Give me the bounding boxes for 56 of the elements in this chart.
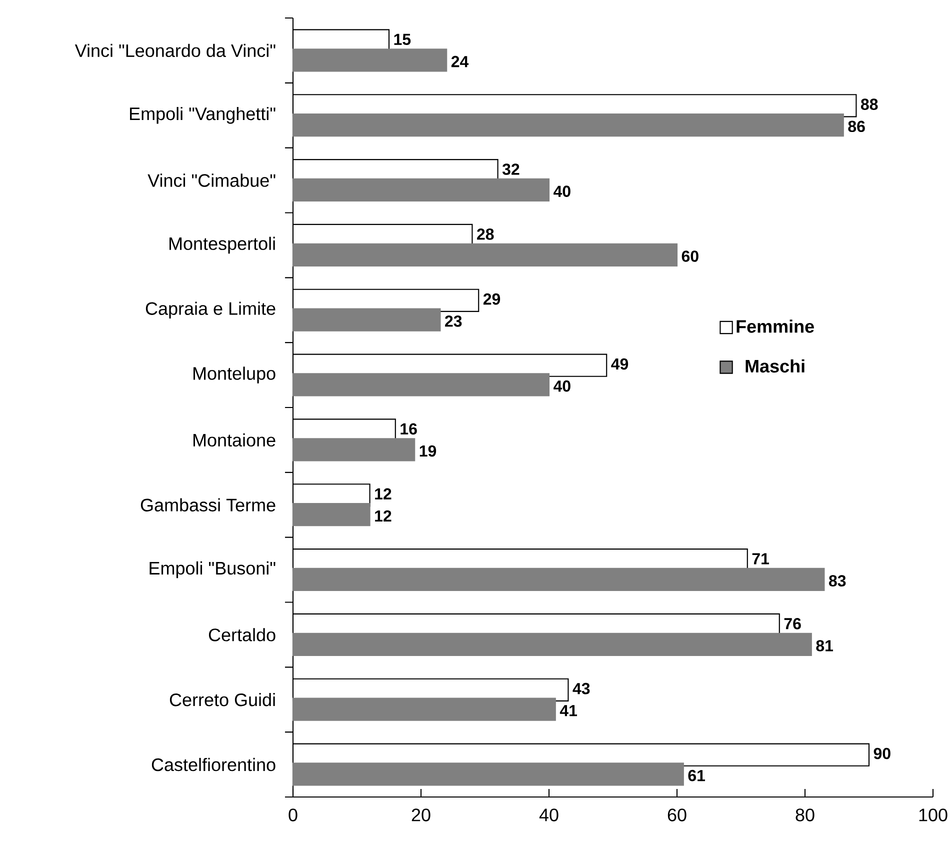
bar xyxy=(292,438,416,462)
bar xyxy=(292,632,812,656)
data-label: 12 xyxy=(375,510,392,522)
bar xyxy=(292,762,684,786)
x-tick-label: 60 xyxy=(668,808,686,822)
legend-label: Maschi xyxy=(746,359,804,373)
y-tick-label: Vinci "Leonardo da Vinci" xyxy=(74,44,276,58)
y-tick-label: Castelfiorentino xyxy=(152,758,276,772)
data-label: 40 xyxy=(554,380,570,392)
y-tick-label: Empoli "Vanghetti" xyxy=(130,106,276,124)
bar xyxy=(292,698,556,721)
y-tick-label: Gambassi Terme xyxy=(140,498,276,512)
bar xyxy=(292,503,370,526)
data-label: 86 xyxy=(848,120,865,132)
y-tick-label: Montespertoli xyxy=(170,236,275,254)
x-tick-label: 20 xyxy=(412,808,430,822)
data-label: 88 xyxy=(860,98,878,110)
data-label: 24 xyxy=(451,56,469,68)
y-tick-label: Montelupo xyxy=(194,366,276,384)
bar xyxy=(292,243,678,266)
data-label: 29 xyxy=(483,293,500,305)
data-label: 40 xyxy=(554,186,570,197)
y-tick-label: Montaione xyxy=(194,433,276,447)
data-label: 43 xyxy=(572,682,590,694)
y-tick-label: Capraia e Limite xyxy=(146,302,276,319)
legend-label: Femmine xyxy=(736,320,814,333)
data-label: 16 xyxy=(400,423,417,435)
bar xyxy=(292,568,825,592)
data-label: 19 xyxy=(420,445,436,457)
x-tick-label: 100 xyxy=(919,808,948,822)
y-tick-label: Vinci "Cimabue" xyxy=(148,174,276,187)
data-label: 60 xyxy=(682,250,698,262)
y-tick-label: Cerreto Guidi xyxy=(170,693,275,706)
data-label: 15 xyxy=(394,34,411,45)
data-label: 41 xyxy=(560,705,578,716)
y-tick-label: Empoli "Busoni" xyxy=(150,561,276,578)
data-label: 12 xyxy=(375,488,392,500)
data-label: 49 xyxy=(611,358,628,370)
bar xyxy=(292,114,844,137)
data-label: 71 xyxy=(752,553,770,564)
data-label: 23 xyxy=(445,315,462,327)
data-label: 28 xyxy=(477,228,494,240)
data-label: 90 xyxy=(874,748,890,760)
x-tick-label: 80 xyxy=(796,808,814,822)
bar xyxy=(292,373,550,396)
data-label: 83 xyxy=(828,575,846,587)
x-tick-label: 0 xyxy=(288,808,298,822)
bar xyxy=(292,178,550,202)
data-label: 32 xyxy=(502,164,520,175)
data-label: 61 xyxy=(688,770,706,782)
y-tick-label: Certaldo xyxy=(208,628,276,642)
x-tick-label: 40 xyxy=(539,808,558,822)
bar xyxy=(292,308,441,332)
data-label: 76 xyxy=(784,618,801,630)
data-label: 81 xyxy=(816,640,834,652)
bar xyxy=(292,48,448,72)
